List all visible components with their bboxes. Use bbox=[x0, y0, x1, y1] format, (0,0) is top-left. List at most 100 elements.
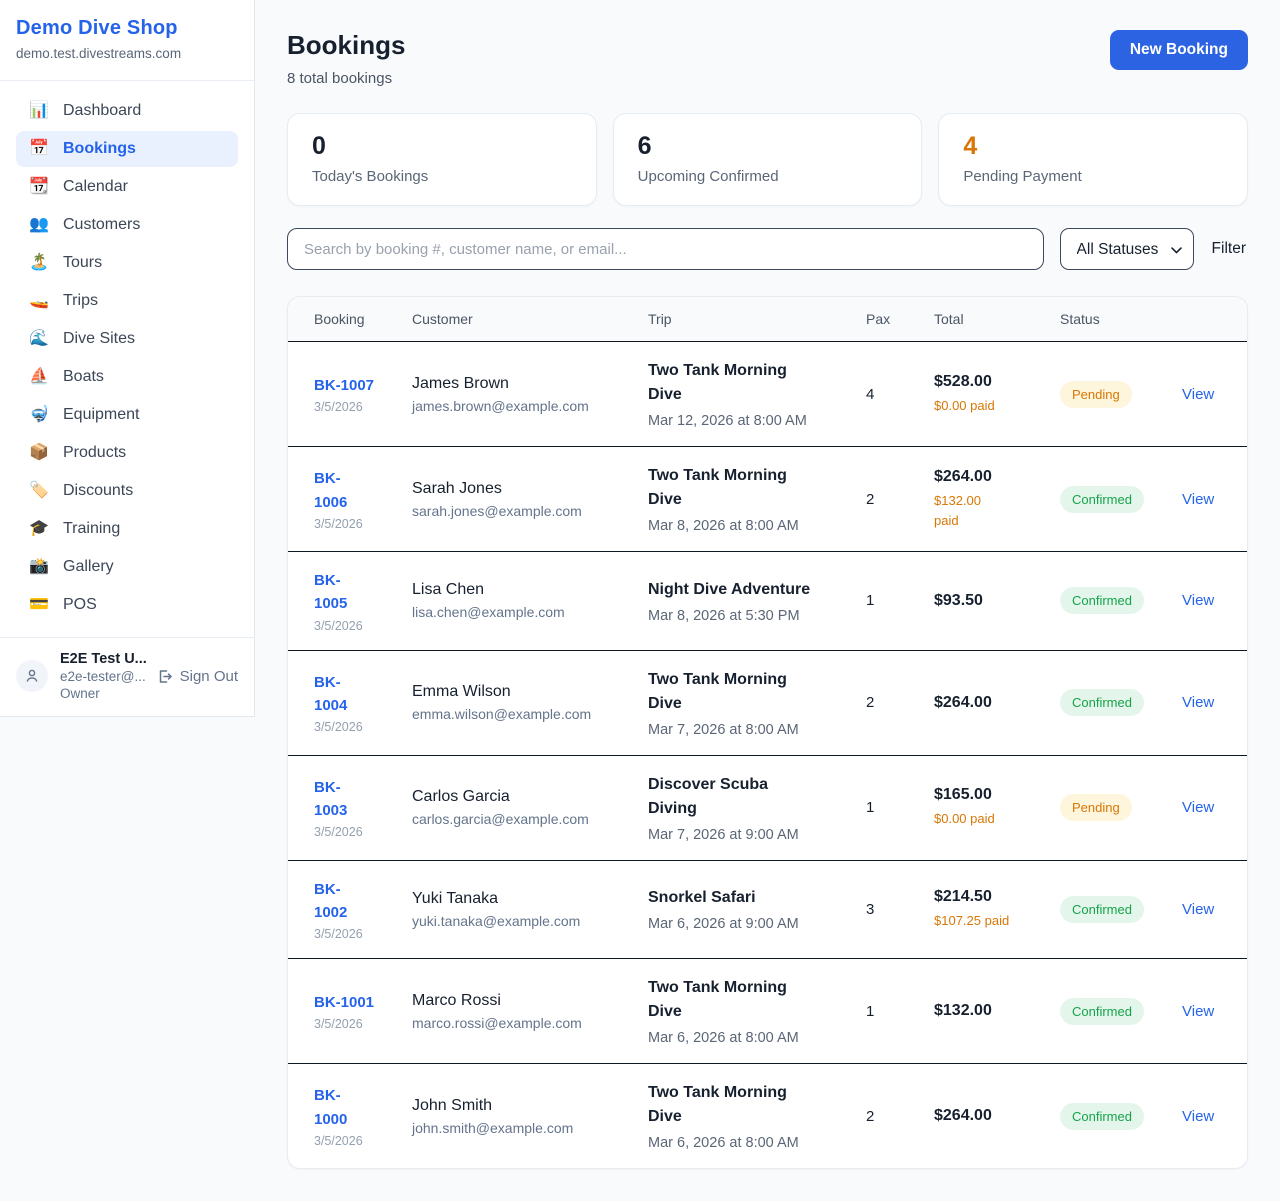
sidebar-item-training[interactable]: 🎓 Training bbox=[16, 511, 238, 547]
status-badge: Pending bbox=[1060, 380, 1132, 408]
status-badge: Pending bbox=[1060, 794, 1132, 821]
booking-date: 3/5/2026 bbox=[314, 1017, 363, 1032]
booking-date: 3/5/2026 bbox=[314, 927, 363, 941]
view-booking-link[interactable]: View bbox=[1182, 1107, 1215, 1125]
status-filter-wrap: All Statuses bbox=[1059, 228, 1194, 270]
sidebar-item-label: Calendar bbox=[63, 178, 128, 195]
paid-amount: $107.25 paid bbox=[934, 913, 1010, 928]
trips-icon: 🚤 bbox=[29, 292, 49, 309]
col-header-status: Status bbox=[1048, 297, 1170, 342]
new-booking-button[interactable]: New Booking bbox=[1109, 30, 1248, 70]
search-input[interactable] bbox=[287, 228, 1044, 270]
paid-amount: $0.00 paid bbox=[934, 397, 995, 413]
customer-email: james.brown@example.com bbox=[412, 397, 589, 414]
stat-value: 4 bbox=[963, 132, 978, 160]
booking-date: 3/5/2026 bbox=[314, 1133, 363, 1148]
trip-name: Two Tank Morning Dive bbox=[648, 362, 787, 403]
booking-id-link[interactable]: BK- 1000 bbox=[314, 1087, 348, 1128]
customer-name: Carlos Garcia bbox=[412, 788, 510, 805]
sign-out-button[interactable]: Sign Out bbox=[156, 668, 238, 685]
sidebar-item-discounts[interactable]: 🏷️ Discounts bbox=[16, 473, 238, 509]
sidebar: Demo Dive Shop demo.test.divestreams.com… bbox=[0, 0, 255, 717]
table-row: BK- 1005 3/5/2026 Lisa Chen lisa.chen@ex… bbox=[288, 551, 1247, 651]
sidebar-item-trips[interactable]: 🚤 Trips bbox=[16, 283, 238, 319]
pax-count: 4 bbox=[854, 341, 922, 447]
sidebar-item-products[interactable]: 📦 Products bbox=[16, 435, 238, 471]
status-badge: Confirmed bbox=[1060, 1102, 1144, 1130]
trip-name: Discover Scuba Diving bbox=[648, 775, 769, 817]
sidebar-item-label: Tours bbox=[63, 254, 103, 271]
status-filter-select[interactable]: All Statuses bbox=[1059, 228, 1194, 270]
sidebar-item-dashboard[interactable]: 📊 Dashboard bbox=[16, 93, 238, 129]
stat-label: Upcoming Confirmed bbox=[637, 168, 779, 185]
booking-id-link[interactable]: BK- 1004 bbox=[314, 673, 348, 714]
booking-id-link[interactable]: BK- 1002 bbox=[314, 880, 348, 921]
customer-email: lisa.chen@example.com bbox=[412, 604, 565, 621]
customers-icon: 👥 bbox=[29, 216, 49, 233]
sidebar-item-label: Gallery bbox=[63, 558, 114, 575]
trip-datetime: Mar 12, 2026 at 8:00 AM bbox=[648, 413, 807, 429]
sidebar-item-boats[interactable]: ⛵ Boats bbox=[16, 359, 238, 395]
equipment-icon: 🤿 bbox=[29, 406, 49, 423]
booking-id-link[interactable]: BK- 1005 bbox=[314, 572, 348, 613]
page-title: Bookings bbox=[287, 30, 406, 60]
sidebar-item-customers[interactable]: 👥 Customers bbox=[16, 207, 238, 243]
table-row: BK- 1004 3/5/2026 Emma Wilson emma.wilso… bbox=[288, 650, 1247, 756]
brand-name: Demo Dive Shop bbox=[16, 17, 178, 39]
total-amount: $93.50 bbox=[934, 591, 983, 609]
total-amount: $264.00 bbox=[934, 468, 992, 485]
trip-name: Two Tank Morning Dive bbox=[648, 670, 787, 712]
booking-id-link[interactable]: BK- 1006 bbox=[314, 470, 348, 511]
sidebar-item-dive-sites[interactable]: 🌊 Dive Sites bbox=[16, 321, 238, 357]
sidebar-item-label: Products bbox=[63, 444, 127, 461]
customer-name: Marco Rossi bbox=[412, 991, 501, 1009]
booking-id-link[interactable]: BK-1007 bbox=[314, 376, 375, 394]
stat-value: 0 bbox=[312, 132, 326, 160]
trip-datetime: Mar 6, 2026 at 8:00 AM bbox=[648, 1135, 799, 1151]
sidebar-item-gallery[interactable]: 📸 Gallery bbox=[16, 549, 238, 585]
filter-button[interactable]: Filter bbox=[1210, 234, 1248, 264]
sidebar-item-label: Discounts bbox=[63, 482, 134, 499]
discounts-icon: 🏷️ bbox=[29, 482, 49, 499]
sidebar-item-pos[interactable]: 💳 POS bbox=[16, 587, 238, 623]
tours-icon: 🏝️ bbox=[29, 254, 49, 271]
booking-date: 3/5/2026 bbox=[314, 720, 363, 735]
products-icon: 📦 bbox=[29, 444, 49, 461]
stats-grid: 0 Today's Bookings 6 Upcoming Confirmed … bbox=[287, 113, 1248, 206]
total-amount: $264.00 bbox=[934, 1107, 992, 1124]
status-badge: Confirmed bbox=[1060, 485, 1144, 513]
trip-name: Snorkel Safari bbox=[648, 889, 756, 907]
col-header-booking: Booking bbox=[288, 297, 400, 342]
sidebar-item-label: Training bbox=[63, 520, 121, 537]
sign-out-label: Sign Out bbox=[179, 667, 238, 685]
trip-name: Two Tank Morning Dive bbox=[648, 979, 787, 1020]
status-badge: Confirmed bbox=[1060, 997, 1144, 1025]
sidebar-item-calendar[interactable]: 📆 Calendar bbox=[16, 169, 238, 205]
booking-id-link[interactable]: BK-1001 bbox=[314, 993, 375, 1011]
view-booking-link[interactable]: View bbox=[1182, 1002, 1215, 1020]
customer-email: sarah.jones@example.com bbox=[412, 502, 582, 519]
sidebar-item-label: Equipment bbox=[63, 406, 140, 423]
view-booking-link[interactable]: View bbox=[1182, 385, 1215, 403]
view-booking-link[interactable]: View bbox=[1182, 694, 1215, 711]
customer-email: john.smith@example.com bbox=[412, 1119, 574, 1136]
customer-name: Yuki Tanaka bbox=[412, 889, 498, 907]
sidebar-item-label: Customers bbox=[63, 216, 141, 233]
sidebar-item-tours[interactable]: 🏝️ Tours bbox=[16, 245, 238, 281]
view-booking-link[interactable]: View bbox=[1182, 490, 1215, 508]
user-role: Owner bbox=[60, 686, 100, 701]
bookings-icon: 📅 bbox=[29, 140, 49, 157]
col-header-total: Total bbox=[922, 297, 1048, 342]
col-header-actions bbox=[1170, 297, 1247, 342]
booking-id-link[interactable]: BK- 1003 bbox=[314, 778, 348, 819]
table-row: BK-1007 3/5/2026 James Brown james.brown… bbox=[288, 341, 1247, 447]
sidebar-item-label: POS bbox=[63, 596, 97, 613]
sidebar-item-equipment[interactable]: 🤿 Equipment bbox=[16, 397, 238, 433]
sidebar-item-bookings[interactable]: 📅 Bookings bbox=[16, 131, 238, 167]
view-booking-link[interactable]: View bbox=[1182, 799, 1215, 816]
customer-email: emma.wilson@example.com bbox=[412, 706, 592, 722]
view-booking-link[interactable]: View bbox=[1182, 592, 1215, 610]
boats-icon: ⛵ bbox=[29, 368, 49, 385]
total-amount: $264.00 bbox=[934, 693, 992, 711]
view-booking-link[interactable]: View bbox=[1182, 900, 1215, 918]
